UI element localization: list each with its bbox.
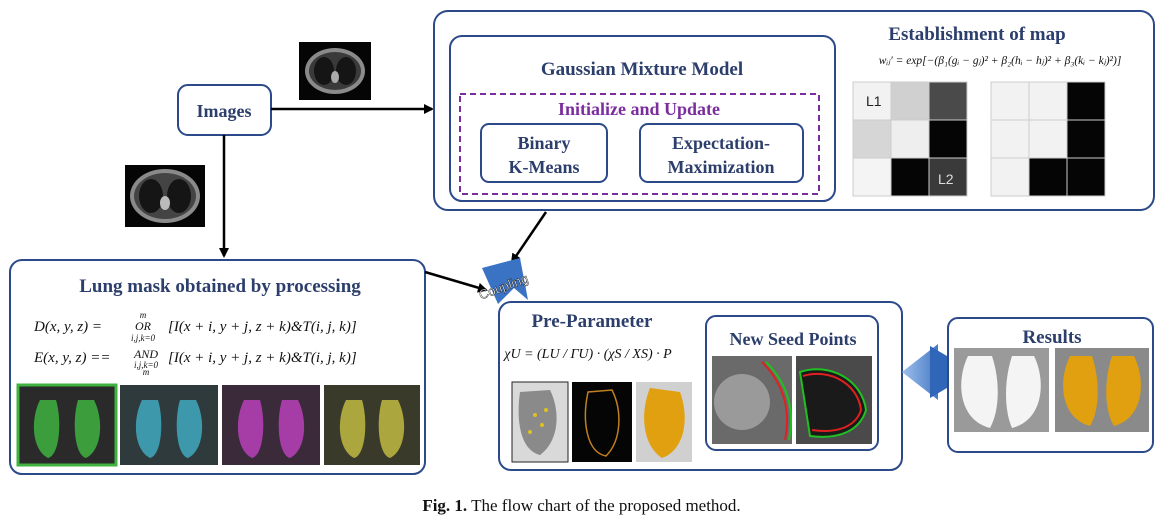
gmm-title: Gaussian Mixture Model — [541, 59, 743, 80]
em-box — [639, 123, 804, 183]
mask-image-yellow — [324, 385, 420, 465]
flowchart-diagram: Images Gaussian Mixture Model Initialize… — [9, 10, 1155, 475]
results-image-gold-lungs — [1055, 348, 1149, 432]
figure-caption: Fig. 1. The flow chart of the proposed m… — [0, 496, 1163, 516]
binary-kmeans-line1: Binary — [517, 133, 570, 153]
coupling-arrow-icon — [482, 258, 528, 304]
preparam-image-2 — [572, 382, 632, 462]
binary-kmeans-box — [480, 123, 608, 183]
eq1-op: OR — [135, 319, 152, 333]
figure-caption-text: The flow chart of the proposed method. — [471, 496, 741, 515]
eq2-op: AND — [133, 347, 158, 361]
lung-mask-title: Lung mask obtained by processing — [79, 276, 361, 297]
ct-slice-thumbnail-middle — [125, 165, 205, 227]
results-title: Results — [1022, 327, 1081, 348]
figure-number: Fig. 1. — [422, 496, 468, 515]
grid-label-l1: L1 — [866, 93, 882, 109]
mask-image-green — [16, 383, 118, 467]
mask-image-magenta — [222, 385, 320, 465]
init-update-label: Initialize and Update — [558, 99, 720, 119]
arrow-gmm-to-coupling — [510, 211, 548, 264]
eq1-lhs: D(x, y, z) = — [33, 319, 102, 335]
map-title: Establishment of map — [888, 24, 1065, 45]
eq1-sub: i,j,k=0 — [131, 333, 156, 343]
grid-label-l2: L2 — [938, 171, 954, 187]
eq1-sup: m — [140, 310, 147, 320]
eq2-rhs: [I(x + i, y + j, z + k)&T(i, j, k)] — [168, 350, 357, 366]
eq2-sup: m — [143, 367, 150, 377]
pre-parameter-title: Pre-Parameter — [532, 311, 654, 332]
map-formula: wᵢⱼ′ = exp[−(β₁(gᵢ − gⱼ)² + β₂(hᵢ − hⱼ)²… — [879, 55, 1122, 67]
eq2-lhs: E(x, y, z) == — [33, 350, 110, 366]
pre-parameter-formula: χU = (LU / ΓU) · (χS / XS) · P — [502, 347, 672, 362]
images-label: Images — [197, 101, 252, 121]
eq1-rhs: [I(x + i, y + j, z + k)&T(i, j, k)] — [168, 319, 357, 335]
seed-image-2 — [796, 356, 872, 444]
affinity-grid-left — [852, 81, 968, 197]
results-image-white-lungs — [954, 348, 1049, 432]
preparam-image-3 — [636, 382, 692, 462]
binary-kmeans-line2: K-Means — [509, 157, 580, 177]
preparam-image-1 — [511, 381, 569, 463]
eq2-sub: i,j,k=0 — [134, 360, 159, 370]
seed-image-1 — [712, 356, 793, 444]
em-line2: Maximization — [668, 157, 775, 177]
ct-slice-thumbnail-top — [299, 42, 371, 100]
seed-points-title: New Seed Points — [730, 329, 857, 349]
mask-image-cyan — [120, 385, 218, 465]
affinity-grid-right — [990, 81, 1106, 197]
em-line1: Expectation- — [672, 133, 770, 153]
arrow-lungmask-to-coupling — [424, 270, 488, 293]
